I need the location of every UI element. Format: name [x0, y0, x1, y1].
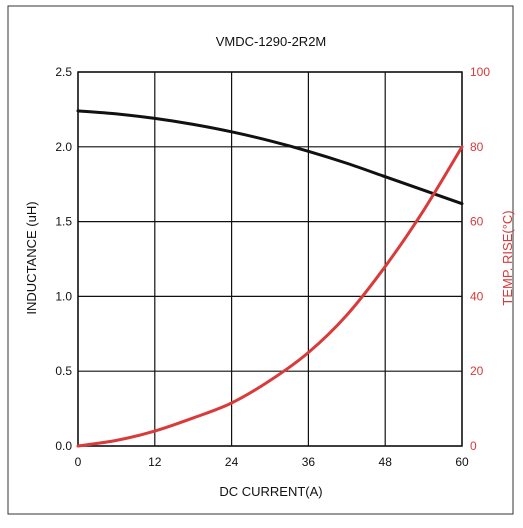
plot-area	[77, 71, 463, 447]
x-tick-label: 12	[148, 455, 162, 469]
x-tick-label: 60	[455, 455, 469, 469]
y2-tick-label: 20	[470, 364, 484, 378]
y-tick-label: 1.0	[55, 289, 72, 303]
x-tick-label: 48	[379, 455, 393, 469]
x-tick-label: 36	[302, 455, 316, 469]
y-tick-label: 2.5	[55, 65, 72, 79]
y2-tick-label: 0	[470, 439, 477, 453]
axes	[77, 71, 463, 447]
y-tick-label: 0.0	[55, 439, 72, 453]
y-tick-label: 0.5	[55, 364, 72, 378]
temp-rise-line	[76, 145, 464, 448]
x-tick-label: 24	[225, 455, 239, 469]
y-tick-label: 1.5	[55, 215, 72, 229]
y2-tick-label: 60	[470, 215, 484, 229]
series-lines	[76, 109, 464, 448]
chart-title: VMDC-1290-2R2M	[216, 34, 327, 49]
y2-tick-label: 40	[470, 289, 484, 303]
y2-axis-label: TEMP. RISE(°C)	[500, 210, 515, 305]
chart-border	[7, 5, 514, 515]
y2-tick-label: 80	[470, 140, 484, 154]
y-axis-label: INDUCTANCE (uH)	[24, 201, 39, 314]
x-tick-label: 0	[75, 455, 82, 469]
y2-tick-label: 100	[470, 65, 490, 79]
x-axis-label: DC CURRENT(A)	[219, 484, 322, 499]
inductance-line	[76, 109, 464, 206]
y-tick-label: 2.0	[55, 140, 72, 154]
tick-labels: 0 12 24 36 48 60 0.0 0.5 1.0 1.5 2.0 2.5 0 20 40 60 80 10…	[55, 65, 490, 469]
